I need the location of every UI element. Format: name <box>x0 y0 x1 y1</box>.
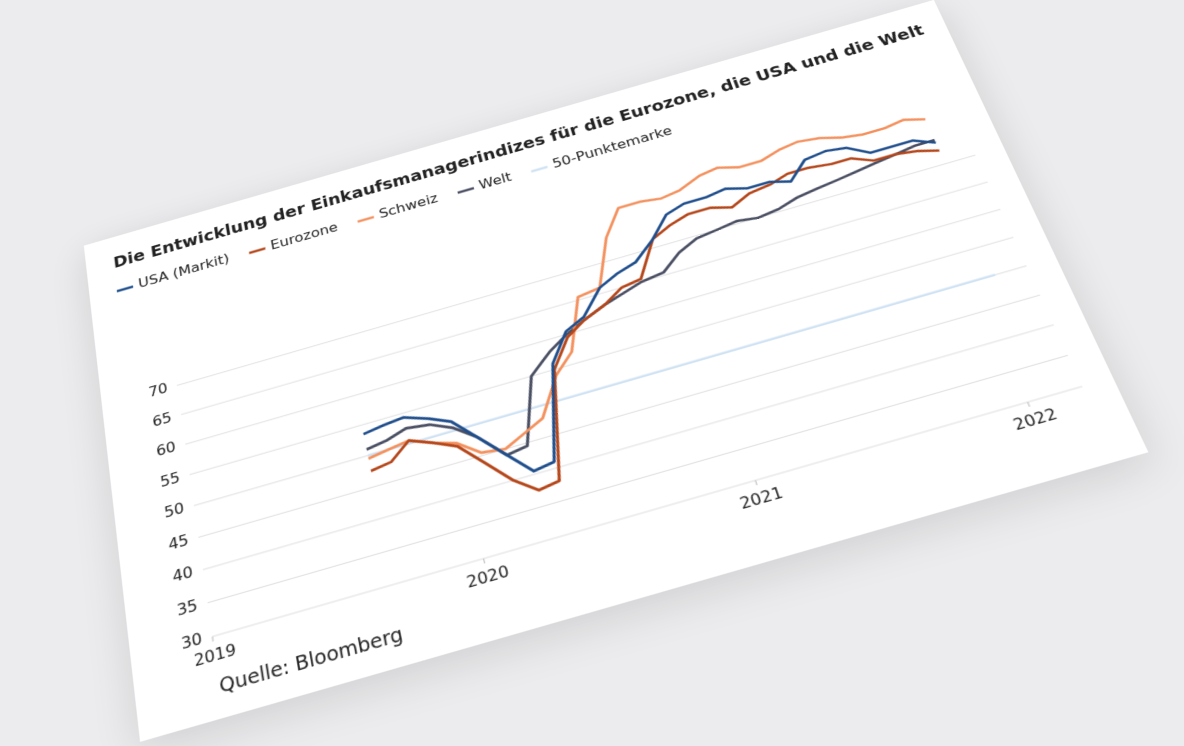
x-tick <box>484 559 485 564</box>
chart-card: Die Entwicklung der Einkaufsmanagerindiz… <box>83 0 1149 742</box>
y-tick-label: 45 <box>167 532 189 555</box>
y-tick-label: 70 <box>148 381 169 402</box>
legend-label: Welt <box>478 170 514 193</box>
x-tick <box>755 480 757 485</box>
source: Quelle: Bloomberg <box>218 622 405 697</box>
x-tick-label: 2022 <box>1011 406 1060 435</box>
x-tick-label: 2021 <box>738 485 786 514</box>
y-tick-label: 50 <box>163 500 185 522</box>
y-tick-label: 40 <box>172 564 195 587</box>
legend-label: Schweiz <box>378 192 440 222</box>
legend-swatch <box>249 248 265 253</box>
chart-title: Die Entwicklung der Einkaufsmanagerindiz… <box>112 21 926 271</box>
chart: Die Entwicklung der Einkaufsmanagerindiz… <box>84 21 1149 697</box>
y-tick-label: 35 <box>176 597 199 620</box>
grid-line <box>203 325 1054 570</box>
y-tick-label: 60 <box>155 439 177 460</box>
series-line <box>337 132 1029 534</box>
y-tick-label: 55 <box>159 469 181 491</box>
legend-label: Eurozone <box>269 221 339 254</box>
x-tick-label: 2020 <box>465 563 511 593</box>
page: Die Entwicklung der Einkaufsmanagerindiz… <box>83 0 1149 742</box>
x-tick <box>212 637 213 642</box>
grid-line <box>212 386 1082 636</box>
grid-line <box>198 295 1040 537</box>
grid-line <box>208 355 1068 602</box>
legend-swatch <box>117 287 133 292</box>
grid-line <box>185 209 1000 444</box>
y-tick-label: 30 <box>180 631 203 655</box>
legend-swatch <box>458 188 474 193</box>
series-line <box>335 122 1021 515</box>
grid-line <box>177 155 975 385</box>
x-tick <box>1028 402 1030 407</box>
legend-swatch <box>358 217 374 222</box>
y-tick-label: 65 <box>151 410 172 431</box>
legend-swatch <box>531 167 547 172</box>
